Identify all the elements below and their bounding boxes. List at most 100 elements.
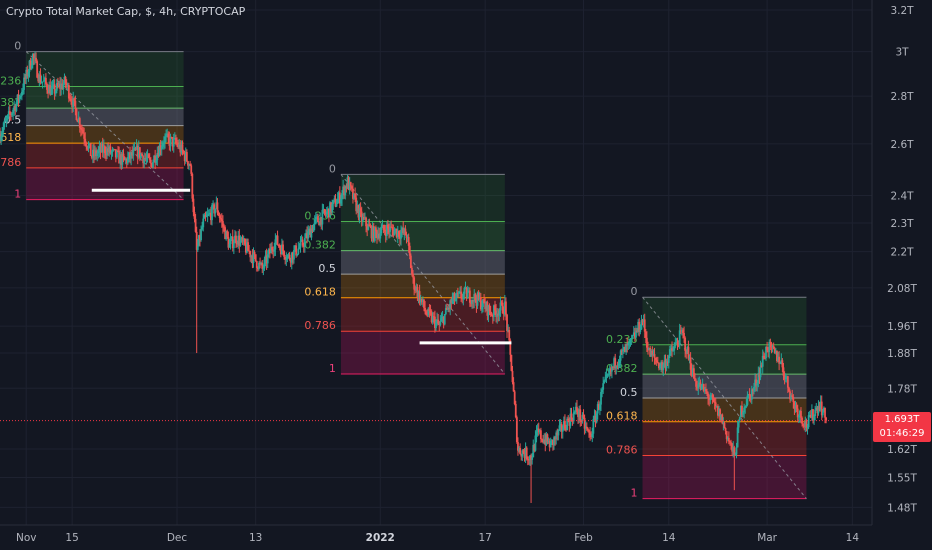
candle-body [278, 245, 281, 248]
candle-body [6, 114, 9, 119]
candle-body [169, 136, 172, 146]
candle-body [807, 415, 810, 428]
candle-body [110, 151, 113, 154]
candle-body [805, 420, 808, 428]
fib-zone [26, 86, 184, 109]
candle-body [59, 83, 62, 89]
candle-body [202, 218, 205, 228]
candle-body [464, 287, 467, 289]
candle-body [161, 143, 164, 147]
candle-body [279, 247, 282, 255]
y-tick-label: 1.55T [887, 473, 917, 485]
candle-body [800, 410, 802, 418]
candle-body [600, 391, 602, 405]
candle-body [612, 366, 614, 368]
candle-body [350, 186, 353, 189]
candle-body [126, 157, 129, 164]
candle-body [39, 74, 42, 83]
candle-body [287, 254, 290, 256]
candle-body [777, 356, 779, 362]
fib-zone [26, 167, 184, 200]
candle-body [803, 425, 806, 427]
candle-body [731, 443, 734, 452]
candle-body [38, 74, 41, 82]
candle-body [714, 402, 717, 407]
candle-body [687, 347, 690, 359]
candle-body [506, 314, 508, 332]
candle-body [246, 242, 248, 253]
x-tick-label: Nov [16, 532, 37, 544]
candle-body [746, 395, 749, 405]
candle-body [2, 127, 5, 133]
candle-body [282, 244, 284, 252]
candle-body [302, 245, 305, 248]
candle-body [818, 406, 821, 410]
candle-body [141, 153, 143, 156]
candle-body [22, 89, 24, 92]
candle-body [767, 350, 770, 352]
candle-body [509, 340, 512, 355]
candle-body [113, 149, 116, 151]
candle-body [677, 344, 680, 346]
candle-body [578, 409, 581, 418]
candle-body [820, 401, 823, 416]
candle-body [78, 118, 81, 128]
candle-body [487, 305, 490, 316]
candle-body [209, 212, 212, 221]
candle-body [150, 163, 153, 168]
candle-body [152, 161, 154, 168]
candle-body [428, 308, 431, 311]
candle-body [607, 374, 610, 376]
candle-body [525, 447, 528, 460]
candle-body [723, 422, 726, 429]
candles [0, 51, 828, 503]
candle-body [51, 86, 54, 88]
candle-body [65, 83, 68, 86]
candle-body [713, 401, 716, 403]
candle-body [347, 177, 350, 190]
candle-body [526, 459, 529, 461]
candle-body [566, 418, 569, 431]
candle-body [449, 300, 452, 309]
candle-body [552, 439, 554, 445]
candle-body [340, 199, 342, 204]
candle-body [359, 208, 362, 212]
candle-body [249, 251, 252, 258]
candle-body [189, 164, 192, 166]
candle-body [394, 228, 397, 231]
candle-body [434, 316, 436, 328]
candle-body [675, 342, 678, 344]
candle-body [387, 224, 389, 229]
candle-body [404, 228, 407, 236]
candle-body [585, 426, 588, 429]
candle-body [290, 252, 293, 263]
candle-body [138, 147, 141, 158]
candle-body [484, 303, 487, 310]
candle-body [494, 305, 496, 311]
candle-body [672, 350, 675, 352]
candle-body [659, 366, 661, 369]
candle-body [608, 368, 611, 375]
candle-body [128, 152, 130, 158]
candle-body [28, 60, 31, 72]
candle-body [679, 330, 682, 332]
candle-body [424, 307, 426, 312]
candle-body [573, 411, 576, 413]
candle-body [132, 149, 135, 156]
candle-body [94, 150, 96, 157]
candle-body [727, 437, 730, 442]
x-tick-label: 14 [662, 532, 676, 544]
candle-body [177, 143, 180, 148]
candle-body [320, 217, 323, 225]
candle-body [24, 77, 27, 80]
candle-body [735, 447, 738, 455]
last-price-value: 1.693T [884, 414, 920, 425]
candle-body [545, 434, 548, 445]
candle-body [310, 228, 313, 238]
candle-body [491, 315, 494, 317]
candle-body [819, 401, 822, 410]
candle-body [206, 214, 209, 217]
candle-body [569, 413, 572, 426]
candle-body [46, 83, 48, 90]
